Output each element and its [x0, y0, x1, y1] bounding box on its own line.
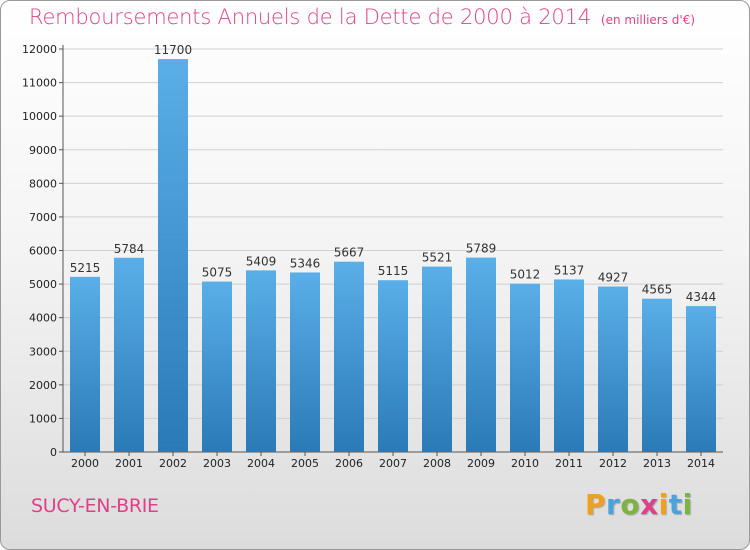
bar — [378, 280, 408, 452]
value-label: 5667 — [334, 246, 365, 260]
x-tick-label: 2009 — [467, 457, 495, 470]
x-tick-label: 2000 — [71, 457, 99, 470]
logo-letter: t — [668, 488, 683, 521]
bar — [290, 272, 320, 452]
logo-letter: x — [640, 488, 659, 521]
value-labels: 5215 5784 11700 5075 5409 5346 5667 5115 5521 578… — [70, 43, 717, 304]
logo-letter: r — [606, 488, 621, 521]
logo-letter: P — [585, 488, 607, 521]
value-label: 4927 — [598, 271, 629, 285]
proxiti-logo: Proxiti — [585, 488, 693, 521]
value-label: 5215 — [70, 261, 101, 275]
bar — [686, 306, 716, 452]
bar — [334, 261, 364, 452]
x-tick-label: 2007 — [379, 457, 407, 470]
value-label: 5346 — [290, 256, 321, 270]
logo-letter: i — [658, 488, 669, 521]
title-unit: (en milliers d'€) — [600, 13, 696, 27]
value-label: 5409 — [246, 254, 277, 268]
value-label: 5075 — [202, 266, 233, 280]
x-tick-label: 2014 — [687, 457, 715, 470]
y-tick-label: 8000 — [29, 177, 57, 190]
x-tick-labels: 2000 2001 2002 2003 2004 2005 2006 2007 2008 2009… — [71, 457, 715, 470]
y-tick-label: 12000 — [22, 43, 57, 56]
x-tick-label: 2008 — [423, 457, 451, 470]
value-label: 5521 — [422, 251, 453, 265]
logo-letter: o — [620, 488, 641, 521]
chart-title: Remboursements Annuels de la Dette de 20… — [29, 5, 695, 29]
y-tick-label: 4000 — [29, 312, 57, 325]
x-tick-label: 2013 — [643, 457, 671, 470]
y-tick-label: 6000 — [29, 245, 57, 258]
bar — [422, 266, 452, 452]
value-label: 5012 — [510, 268, 541, 282]
value-label: 11700 — [154, 43, 192, 57]
logo-letter: i — [682, 488, 693, 521]
bar — [466, 257, 496, 452]
bar — [114, 257, 144, 452]
y-tick-label: 9000 — [29, 144, 57, 157]
value-label: 5115 — [378, 264, 409, 278]
y-tick-label: 7000 — [29, 211, 57, 224]
x-tick-label: 2006 — [335, 457, 363, 470]
value-label: 4565 — [642, 283, 673, 297]
value-label: 5784 — [114, 242, 145, 256]
x-tick-label: 2005 — [291, 457, 319, 470]
y-tick-labels: 0 1000 2000 3000 4000 5000 6000 7000 8000 9000 100… — [22, 43, 57, 459]
x-tick-label: 2011 — [555, 457, 583, 470]
x-tick-label: 2010 — [511, 457, 539, 470]
y-tick-label: 10000 — [22, 110, 57, 123]
y-tick-label: 1000 — [29, 412, 57, 425]
value-label: 5789 — [466, 242, 497, 256]
y-tick-label: 3000 — [29, 345, 57, 358]
bar — [554, 279, 584, 452]
y-tick-label: 5000 — [29, 278, 57, 291]
x-tick-label: 2012 — [599, 457, 627, 470]
bar — [70, 276, 100, 452]
x-tick-label: 2001 — [115, 457, 143, 470]
value-label: 5137 — [554, 263, 585, 277]
bars — [70, 59, 716, 452]
bar — [202, 281, 232, 452]
bar — [598, 286, 628, 452]
x-tick-label: 2004 — [247, 457, 275, 470]
bar — [246, 270, 276, 452]
city-name: SUCY-EN-BRIE — [31, 495, 159, 517]
x-tick-label: 2002 — [159, 457, 187, 470]
bar — [642, 298, 672, 452]
title-main: Remboursements Annuels de la Dette de 20… — [29, 5, 591, 29]
bar — [510, 283, 540, 452]
value-label: 4344 — [686, 290, 717, 304]
y-tick-label: 2000 — [29, 379, 57, 392]
y-tick-label: 11000 — [22, 77, 57, 90]
bar — [158, 59, 188, 452]
x-tick-label: 2003 — [203, 457, 231, 470]
y-tick-label: 0 — [50, 446, 57, 459]
